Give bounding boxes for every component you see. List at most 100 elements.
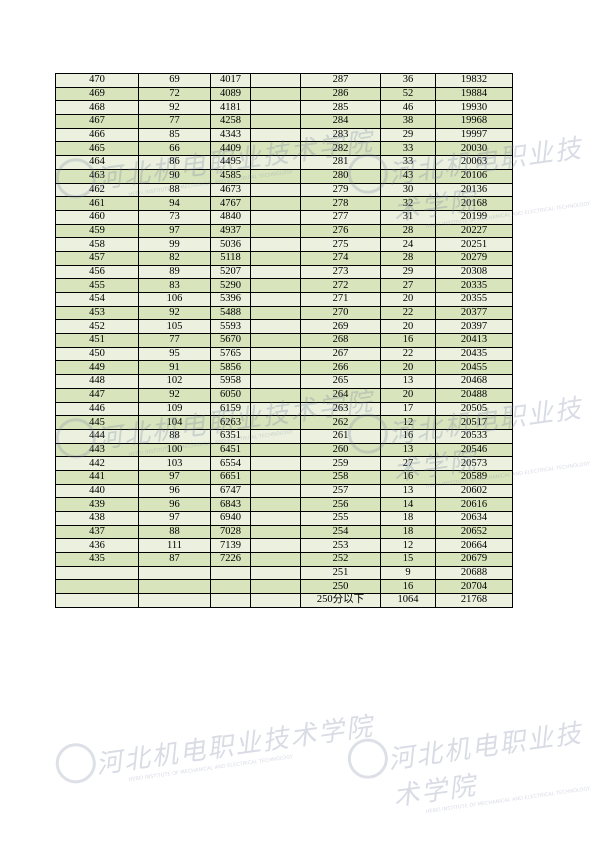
cell: 111 [138, 538, 211, 554]
cell: 97 [138, 469, 211, 485]
cell [250, 168, 301, 184]
cell: 464 [55, 155, 139, 170]
table-row: 470 69 4017 287 36 19832 [55, 73, 513, 88]
cell: 462 [55, 182, 139, 198]
cell: 284 [300, 114, 381, 129]
cell: 20488 [435, 387, 513, 403]
cell [55, 593, 139, 608]
cell: 19832 [435, 73, 513, 88]
table-row: 439 96 6843 256 14 20616 [55, 497, 513, 512]
cell: 95 [138, 346, 211, 362]
cell: 13 [380, 442, 436, 458]
table-row: 445 104 6263 262 12 20517 [55, 415, 513, 430]
table-row: 452 105 5593 269 20 20397 [55, 319, 513, 335]
cell: 6050 [210, 387, 251, 403]
cell [250, 278, 301, 293]
table-row: 436 111 7139 253 12 20664 [55, 538, 513, 554]
cell [250, 346, 301, 362]
cell [250, 86, 301, 102]
cell: 278 [300, 196, 381, 211]
cell [250, 565, 301, 581]
cell [250, 264, 301, 280]
cell: 28 [380, 223, 436, 239]
cell: 94 [138, 196, 211, 211]
table-row: 450 95 5765 267 22 20435 [55, 346, 513, 362]
table-row: 454 106 5396 271 20 20355 [55, 292, 513, 307]
cell: 283 [300, 127, 381, 143]
cell: 20136 [435, 182, 513, 198]
cell: 250分以下 [300, 593, 381, 608]
cell: 6843 [210, 497, 251, 512]
watermark-en: HEBEI INSTITUTE OF MECHANICAL AND ELECTR… [128, 754, 294, 784]
cell: 4258 [210, 114, 251, 129]
cell: 29 [380, 264, 436, 280]
cell: 73 [138, 209, 211, 225]
cell: 286 [300, 86, 381, 102]
cell [250, 401, 301, 417]
cell: 251 [300, 565, 381, 581]
cell: 467 [55, 114, 139, 129]
cell: 86 [138, 155, 211, 170]
cell [250, 456, 301, 471]
cell: 20505 [435, 401, 513, 417]
cell: 69 [138, 73, 211, 88]
cell: 20063 [435, 155, 513, 170]
cell: 5670 [210, 333, 251, 348]
cell: 12 [380, 538, 436, 554]
table-row: 449 91 5856 266 20 20455 [55, 360, 513, 376]
cell: 281 [300, 155, 381, 170]
cell: 19884 [435, 86, 513, 102]
cell: 6940 [210, 511, 251, 526]
table-row: 448 102 5958 265 13 20468 [55, 374, 513, 389]
cell: 456 [55, 264, 139, 280]
cell: 33 [380, 141, 436, 157]
watermark: 河北机电职业技术学院 HEBEI INSTITUTE OF MECHANICAL … [345, 711, 600, 819]
cell: 20397 [435, 319, 513, 335]
cell: 96 [138, 497, 211, 512]
cell: 87 [138, 552, 211, 567]
cell: 43 [380, 168, 436, 184]
cell: 22 [380, 346, 436, 362]
cell: 446 [55, 401, 139, 417]
cell: 12 [380, 415, 436, 430]
cell: 30 [380, 182, 436, 198]
cell: 440 [55, 483, 139, 499]
cell: 97 [138, 223, 211, 239]
cell: 20030 [435, 141, 513, 157]
cell: 20413 [435, 333, 513, 348]
cell: 36 [380, 73, 436, 88]
cell [250, 182, 301, 198]
cell: 27 [380, 456, 436, 471]
cell: 20435 [435, 346, 513, 362]
cell: 20227 [435, 223, 513, 239]
cell: 7226 [210, 552, 251, 567]
cell [250, 209, 301, 225]
cell: 274 [300, 250, 381, 266]
cell: 444 [55, 428, 139, 444]
cell: 460 [55, 209, 139, 225]
cell: 96 [138, 483, 211, 499]
cell: 20704 [435, 579, 513, 595]
watermark-cn: 河北机电职业技术学院 [94, 711, 376, 781]
table-row: 465 66 4409 282 33 20030 [55, 141, 513, 157]
cell: 271 [300, 292, 381, 307]
cell: 106 [138, 292, 211, 307]
cell: 89 [138, 264, 211, 280]
cell: 24 [380, 237, 436, 252]
cell: 20602 [435, 483, 513, 499]
cell: 19930 [435, 100, 513, 116]
watermark-cn: 河北机电职业技术学院 [386, 718, 585, 813]
cell: 72 [138, 86, 211, 102]
cell: 435 [55, 552, 139, 567]
cell: 6554 [210, 456, 251, 471]
table-row: 464 86 4495 281 33 20063 [55, 155, 513, 170]
cell: 109 [138, 401, 211, 417]
cell: 6351 [210, 428, 251, 444]
cell: 255 [300, 511, 381, 526]
cell [55, 579, 139, 595]
table-row: 469 72 4089 286 52 19884 [55, 86, 513, 102]
cell [250, 223, 301, 239]
cell: 20634 [435, 511, 513, 526]
cell: 20377 [435, 305, 513, 321]
cell: 5958 [210, 374, 251, 389]
